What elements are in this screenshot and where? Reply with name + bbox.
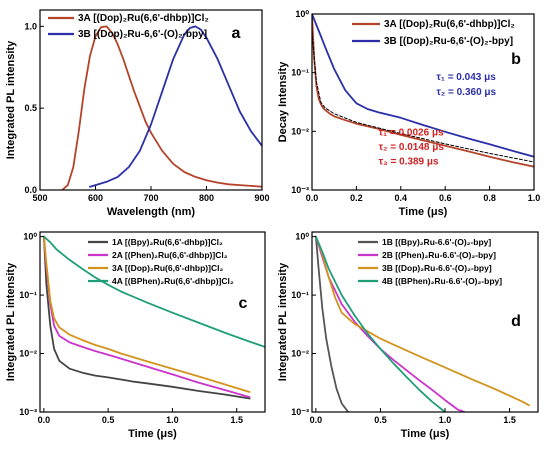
x-tick-label-b-1: 0.2 xyxy=(350,193,363,203)
x-tick-label-b-0: 0.0 xyxy=(306,193,319,203)
series-a-1-line xyxy=(89,25,262,188)
series-b-0-line xyxy=(312,14,534,168)
series-c-3-line xyxy=(43,235,265,348)
y-tick-label-a-1: 0.5 xyxy=(24,103,37,113)
x-tick-label-c-0: 0.0 xyxy=(38,415,51,425)
plot-frame-d xyxy=(311,231,539,413)
legend-entry-a-0: 3A [(Dop)₂Ru(6,6'-dhbp)]Cl₂ xyxy=(78,13,209,24)
x-tick-label-a-2: 700 xyxy=(143,193,158,203)
series-b-1-line xyxy=(312,14,534,158)
y-tick-label-b-2: 10⁻¹ xyxy=(291,68,309,78)
y-tick-label-b-3: 10⁰ xyxy=(295,9,309,19)
series-b-2-fit-line xyxy=(312,31,534,163)
series-d-3-line xyxy=(314,235,446,412)
y-axis-title-a: Integrated PL intensity xyxy=(5,40,17,159)
y-tick-label-d-0: 10⁻³ xyxy=(291,407,309,417)
annotation-b-1: τ₂ = 0.360 μs xyxy=(436,87,496,98)
y-tick-label-c-1: 10⁻² xyxy=(19,349,37,359)
y-tick-label-d-3: 10⁰ xyxy=(295,232,309,242)
legend-entry-d-0: 1B [(Bpy)₂Ru-6.6'-(O)₂-bpy] xyxy=(382,237,491,247)
x-tick-label-c-3: 1.5 xyxy=(230,415,243,425)
series-a-0-line xyxy=(61,25,262,190)
series-d-2-line xyxy=(314,235,530,407)
legend-entry-d-3: 4B [(BPhen)₂Ru-6.6'-(O)₂-bpy] xyxy=(382,276,502,286)
legend-entry-d-1: 2B [(Phen)₂Ru-6.6'-(O)₂-bpy] xyxy=(382,250,496,260)
y-tick-label-d-1: 10⁻² xyxy=(291,349,309,359)
legend-entry-b-1: 3B [(Dop)₂Ru-6,6'-(O)₂-bpy] xyxy=(384,36,513,47)
legend-entry-b-0: 3A [(Dop)₂Ru(6,6'-dhbp)]Cl₂ xyxy=(384,19,515,30)
x-tick-label-b-5: 1.0 xyxy=(528,193,541,203)
y-tick-label-a-0: 0.0 xyxy=(24,185,37,195)
legend-entry-c-3: 4A [(BPhen)₂Ru(6,6'-dhbp)]Cl₂ xyxy=(112,276,234,286)
y-axis-title-b: Decay Intensity xyxy=(277,61,289,143)
x-tick-label-a-4: 900 xyxy=(254,193,269,203)
panel-label-c: c xyxy=(239,295,248,312)
plot-frame-b xyxy=(311,13,535,191)
legend-entry-c-2: 3A [(Dop)₂Ru(6,6'-dhbp)]Cl₂ xyxy=(112,263,223,273)
x-tick-label-b-3: 0.6 xyxy=(439,193,452,203)
x-axis-title-c: Time (μs) xyxy=(128,428,177,440)
y-tick-label-a-2: 1.0 xyxy=(24,21,37,31)
x-tick-label-c-2: 1.0 xyxy=(166,415,179,425)
series-c-2-line xyxy=(43,235,251,393)
legend-entry-c-0: 1A [(Bpy)₂Ru(6,6'-dhbp)]Cl₂ xyxy=(112,237,223,247)
x-tick-label-a-1: 600 xyxy=(88,193,103,203)
chart-panel-b: 0.0 0.2 0.4 0.6 0.8 1.0 10⁻³ 10⁻² 10⁻¹ 10⁰ Time (μ… xyxy=(277,9,540,218)
x-tick-label-c-1: 0.5 xyxy=(102,415,115,425)
y-tick-label-c-3: 10⁰ xyxy=(23,232,37,242)
x-tick-label-b-2: 0.4 xyxy=(395,193,408,203)
chart-panel-c: 0.0 0.5 1.0 1.5 10⁻³ 10⁻² 10⁻¹ 10⁰ Time (μs) Inte… xyxy=(5,231,266,440)
annotation-b-3: τ₂ = 0.0148 μs xyxy=(379,142,445,153)
legend-entry-d-2: 3B [(Dop)₂Ru-6.6'-(O)₂-bpy] xyxy=(382,263,492,273)
legend-entry-a-1: 3B [(Dop)₂Ru-6,6'-(O)₂-bpy] xyxy=(78,29,207,40)
x-tick-label-b-4: 0.8 xyxy=(483,193,496,203)
chart-panel-d: 0.0 0.5 1.0 1.5 10⁻³ 10⁻² 10⁻¹ 10⁰ Time (μs) Inte… xyxy=(277,231,539,440)
x-tick-label-a-3: 800 xyxy=(199,193,214,203)
annotation-b-0: τ₁ = 0.043 μs xyxy=(436,72,496,83)
x-axis-title-b: Time (μs) xyxy=(399,206,448,218)
y-tick-label-b-1: 10⁻² xyxy=(291,126,309,136)
panel-label-b: b xyxy=(511,51,521,68)
x-tick-label-d-0: 0.0 xyxy=(310,415,323,425)
panel-label-d: d xyxy=(511,313,521,330)
plot-frame-c xyxy=(39,231,266,413)
annotation-b-2: τ₁ = 0.0026 μs xyxy=(379,127,444,138)
y-tick-label-c-2: 10⁻¹ xyxy=(19,290,37,300)
y-axis-title-d: Integrated PL intensity xyxy=(277,262,289,381)
x-axis-title-d: Time (μs) xyxy=(401,428,450,440)
annotation-b-4: τ₃ = 0.389 μs xyxy=(379,157,439,168)
series-d-0-line xyxy=(314,235,350,412)
y-axis-title-c: Integrated PL intensity xyxy=(5,262,17,381)
x-tick-label-d-1: 0.5 xyxy=(374,415,387,425)
x-tick-label-d-2: 1.0 xyxy=(439,415,452,425)
x-axis-title-a: Wavelength (nm) xyxy=(107,206,196,218)
x-tick-label-d-3: 1.5 xyxy=(503,415,516,425)
y-tick-label-d-2: 10⁻¹ xyxy=(291,290,309,300)
series-c-1-line xyxy=(43,235,251,399)
y-tick-label-b-0: 10⁻³ xyxy=(291,185,309,195)
y-tick-label-c-0: 10⁻³ xyxy=(19,407,37,417)
chart-panel-a: 500 600 700 800 900 0.0 0.5 1.0 Wavelength (nm) I… xyxy=(5,9,270,218)
panel-label-a: a xyxy=(232,25,241,42)
x-tick-label-a-0: 500 xyxy=(32,193,47,203)
legend-entry-c-1: 2A [(Phen)₂Ru(6,6'-dhbp)]Cl₂ xyxy=(112,250,228,260)
series-c-0-line xyxy=(43,235,251,400)
